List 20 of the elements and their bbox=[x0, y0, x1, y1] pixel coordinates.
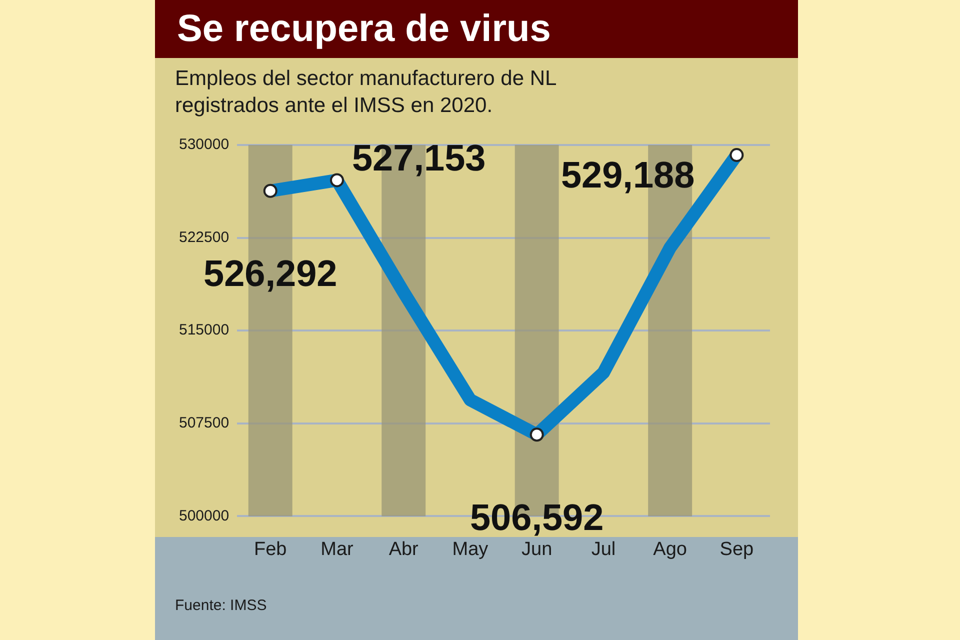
y-tick-label: 507500 bbox=[178, 414, 230, 432]
x-tick-label: Ago bbox=[653, 538, 687, 560]
x-tick-label: Abr bbox=[388, 538, 420, 560]
chart-subtitle: Empleos del sector manufacturero de NL registrados ante el IMSS en 2020. bbox=[175, 66, 557, 119]
x-tick-label: Feb bbox=[254, 538, 287, 560]
y-tick-label: 522500 bbox=[178, 228, 230, 246]
data-label: 506,592 bbox=[470, 496, 604, 538]
data-label: 526,292 bbox=[203, 253, 338, 294]
x-tick-label: May bbox=[452, 538, 489, 560]
source-note: Fuente: IMSS bbox=[175, 597, 267, 614]
data-label: 529,188 bbox=[560, 154, 695, 196]
data-label: 527,153 bbox=[352, 137, 486, 178]
y-tick-label: 515000 bbox=[178, 322, 230, 339]
y-tick-label: 530000 bbox=[178, 136, 230, 154]
x-tick-label: Mar bbox=[320, 538, 354, 560]
x-tick-label: Jul bbox=[591, 538, 616, 560]
x-tick-label: Sep bbox=[720, 538, 754, 560]
chart-title: Se recupera de virus bbox=[155, 0, 798, 58]
y-tick-label: 500000 bbox=[178, 507, 230, 524]
x-tick-label: Jun bbox=[522, 538, 552, 560]
